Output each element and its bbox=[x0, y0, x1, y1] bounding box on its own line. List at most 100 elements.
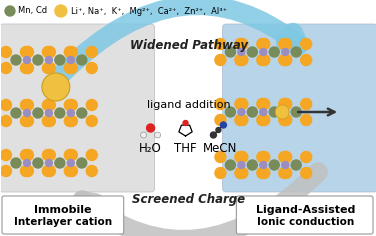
Circle shape bbox=[44, 63, 55, 73]
Circle shape bbox=[235, 55, 246, 66]
Circle shape bbox=[238, 109, 245, 115]
Circle shape bbox=[66, 115, 77, 126]
Circle shape bbox=[257, 168, 268, 178]
FancyArrowPatch shape bbox=[82, 172, 318, 236]
Circle shape bbox=[23, 56, 30, 63]
Text: Screened Charge: Screened Charge bbox=[132, 194, 245, 206]
Circle shape bbox=[86, 149, 97, 160]
Circle shape bbox=[215, 114, 226, 126]
Circle shape bbox=[260, 109, 267, 115]
Circle shape bbox=[281, 168, 292, 178]
Circle shape bbox=[77, 158, 87, 168]
Circle shape bbox=[282, 109, 289, 115]
Circle shape bbox=[281, 38, 292, 50]
Circle shape bbox=[42, 149, 53, 160]
Circle shape bbox=[260, 161, 267, 169]
Circle shape bbox=[279, 38, 290, 50]
Circle shape bbox=[301, 55, 312, 66]
Circle shape bbox=[44, 165, 55, 177]
Circle shape bbox=[86, 165, 97, 177]
Circle shape bbox=[0, 100, 12, 110]
Text: Mn, Cd: Mn, Cd bbox=[18, 7, 47, 16]
Circle shape bbox=[237, 55, 248, 66]
Circle shape bbox=[23, 46, 33, 58]
Circle shape bbox=[225, 160, 235, 170]
Circle shape bbox=[0, 63, 12, 73]
Circle shape bbox=[237, 168, 248, 178]
Circle shape bbox=[291, 107, 301, 117]
Circle shape bbox=[64, 46, 75, 58]
Circle shape bbox=[282, 49, 289, 55]
Circle shape bbox=[33, 158, 43, 168]
Circle shape bbox=[11, 158, 21, 168]
Circle shape bbox=[269, 47, 279, 57]
Circle shape bbox=[183, 121, 188, 126]
Circle shape bbox=[23, 165, 33, 177]
Circle shape bbox=[0, 165, 12, 177]
Circle shape bbox=[247, 160, 257, 170]
Circle shape bbox=[257, 55, 268, 66]
Circle shape bbox=[279, 152, 290, 163]
Circle shape bbox=[257, 152, 268, 163]
Circle shape bbox=[44, 115, 55, 126]
Circle shape bbox=[238, 49, 245, 55]
Circle shape bbox=[42, 115, 53, 126]
Circle shape bbox=[237, 98, 248, 110]
Circle shape bbox=[301, 38, 312, 50]
Circle shape bbox=[44, 149, 55, 160]
FancyBboxPatch shape bbox=[237, 196, 373, 234]
Circle shape bbox=[281, 114, 292, 126]
Circle shape bbox=[66, 46, 77, 58]
Circle shape bbox=[20, 115, 32, 126]
Circle shape bbox=[237, 152, 248, 163]
Circle shape bbox=[44, 46, 55, 58]
Circle shape bbox=[235, 152, 246, 163]
Circle shape bbox=[23, 115, 33, 126]
Circle shape bbox=[42, 165, 53, 177]
Circle shape bbox=[237, 38, 248, 50]
Circle shape bbox=[42, 73, 70, 101]
Circle shape bbox=[211, 132, 217, 138]
Circle shape bbox=[301, 152, 312, 163]
Circle shape bbox=[44, 100, 55, 110]
Circle shape bbox=[279, 168, 290, 178]
Circle shape bbox=[260, 49, 267, 55]
Circle shape bbox=[259, 55, 270, 66]
Circle shape bbox=[225, 47, 235, 57]
Text: MeCN: MeCN bbox=[203, 142, 238, 155]
Circle shape bbox=[23, 110, 30, 117]
Circle shape bbox=[225, 107, 235, 117]
Circle shape bbox=[301, 168, 312, 178]
Circle shape bbox=[86, 115, 97, 126]
Circle shape bbox=[281, 98, 292, 110]
Circle shape bbox=[67, 110, 74, 117]
Circle shape bbox=[64, 100, 75, 110]
Circle shape bbox=[66, 149, 77, 160]
Text: Ligand-Assisted: Ligand-Assisted bbox=[256, 205, 355, 215]
Circle shape bbox=[64, 165, 75, 177]
Circle shape bbox=[279, 98, 290, 110]
Circle shape bbox=[235, 98, 246, 110]
Circle shape bbox=[235, 168, 246, 178]
Text: THF: THF bbox=[174, 142, 197, 155]
Circle shape bbox=[281, 55, 292, 66]
Circle shape bbox=[259, 98, 270, 110]
Text: ligand addition: ligand addition bbox=[147, 100, 230, 110]
Circle shape bbox=[235, 114, 246, 126]
Text: Immobile: Immobile bbox=[34, 205, 92, 215]
Circle shape bbox=[269, 160, 279, 170]
FancyArrowPatch shape bbox=[63, 5, 299, 73]
Circle shape bbox=[5, 6, 15, 16]
Circle shape bbox=[215, 98, 226, 110]
Circle shape bbox=[77, 55, 87, 65]
Circle shape bbox=[215, 168, 226, 178]
Circle shape bbox=[0, 46, 12, 58]
Circle shape bbox=[33, 108, 43, 118]
Circle shape bbox=[45, 56, 52, 63]
Circle shape bbox=[281, 152, 292, 163]
Circle shape bbox=[275, 105, 289, 119]
Circle shape bbox=[141, 132, 147, 138]
Circle shape bbox=[67, 160, 74, 167]
Circle shape bbox=[42, 63, 53, 73]
FancyBboxPatch shape bbox=[223, 24, 376, 192]
